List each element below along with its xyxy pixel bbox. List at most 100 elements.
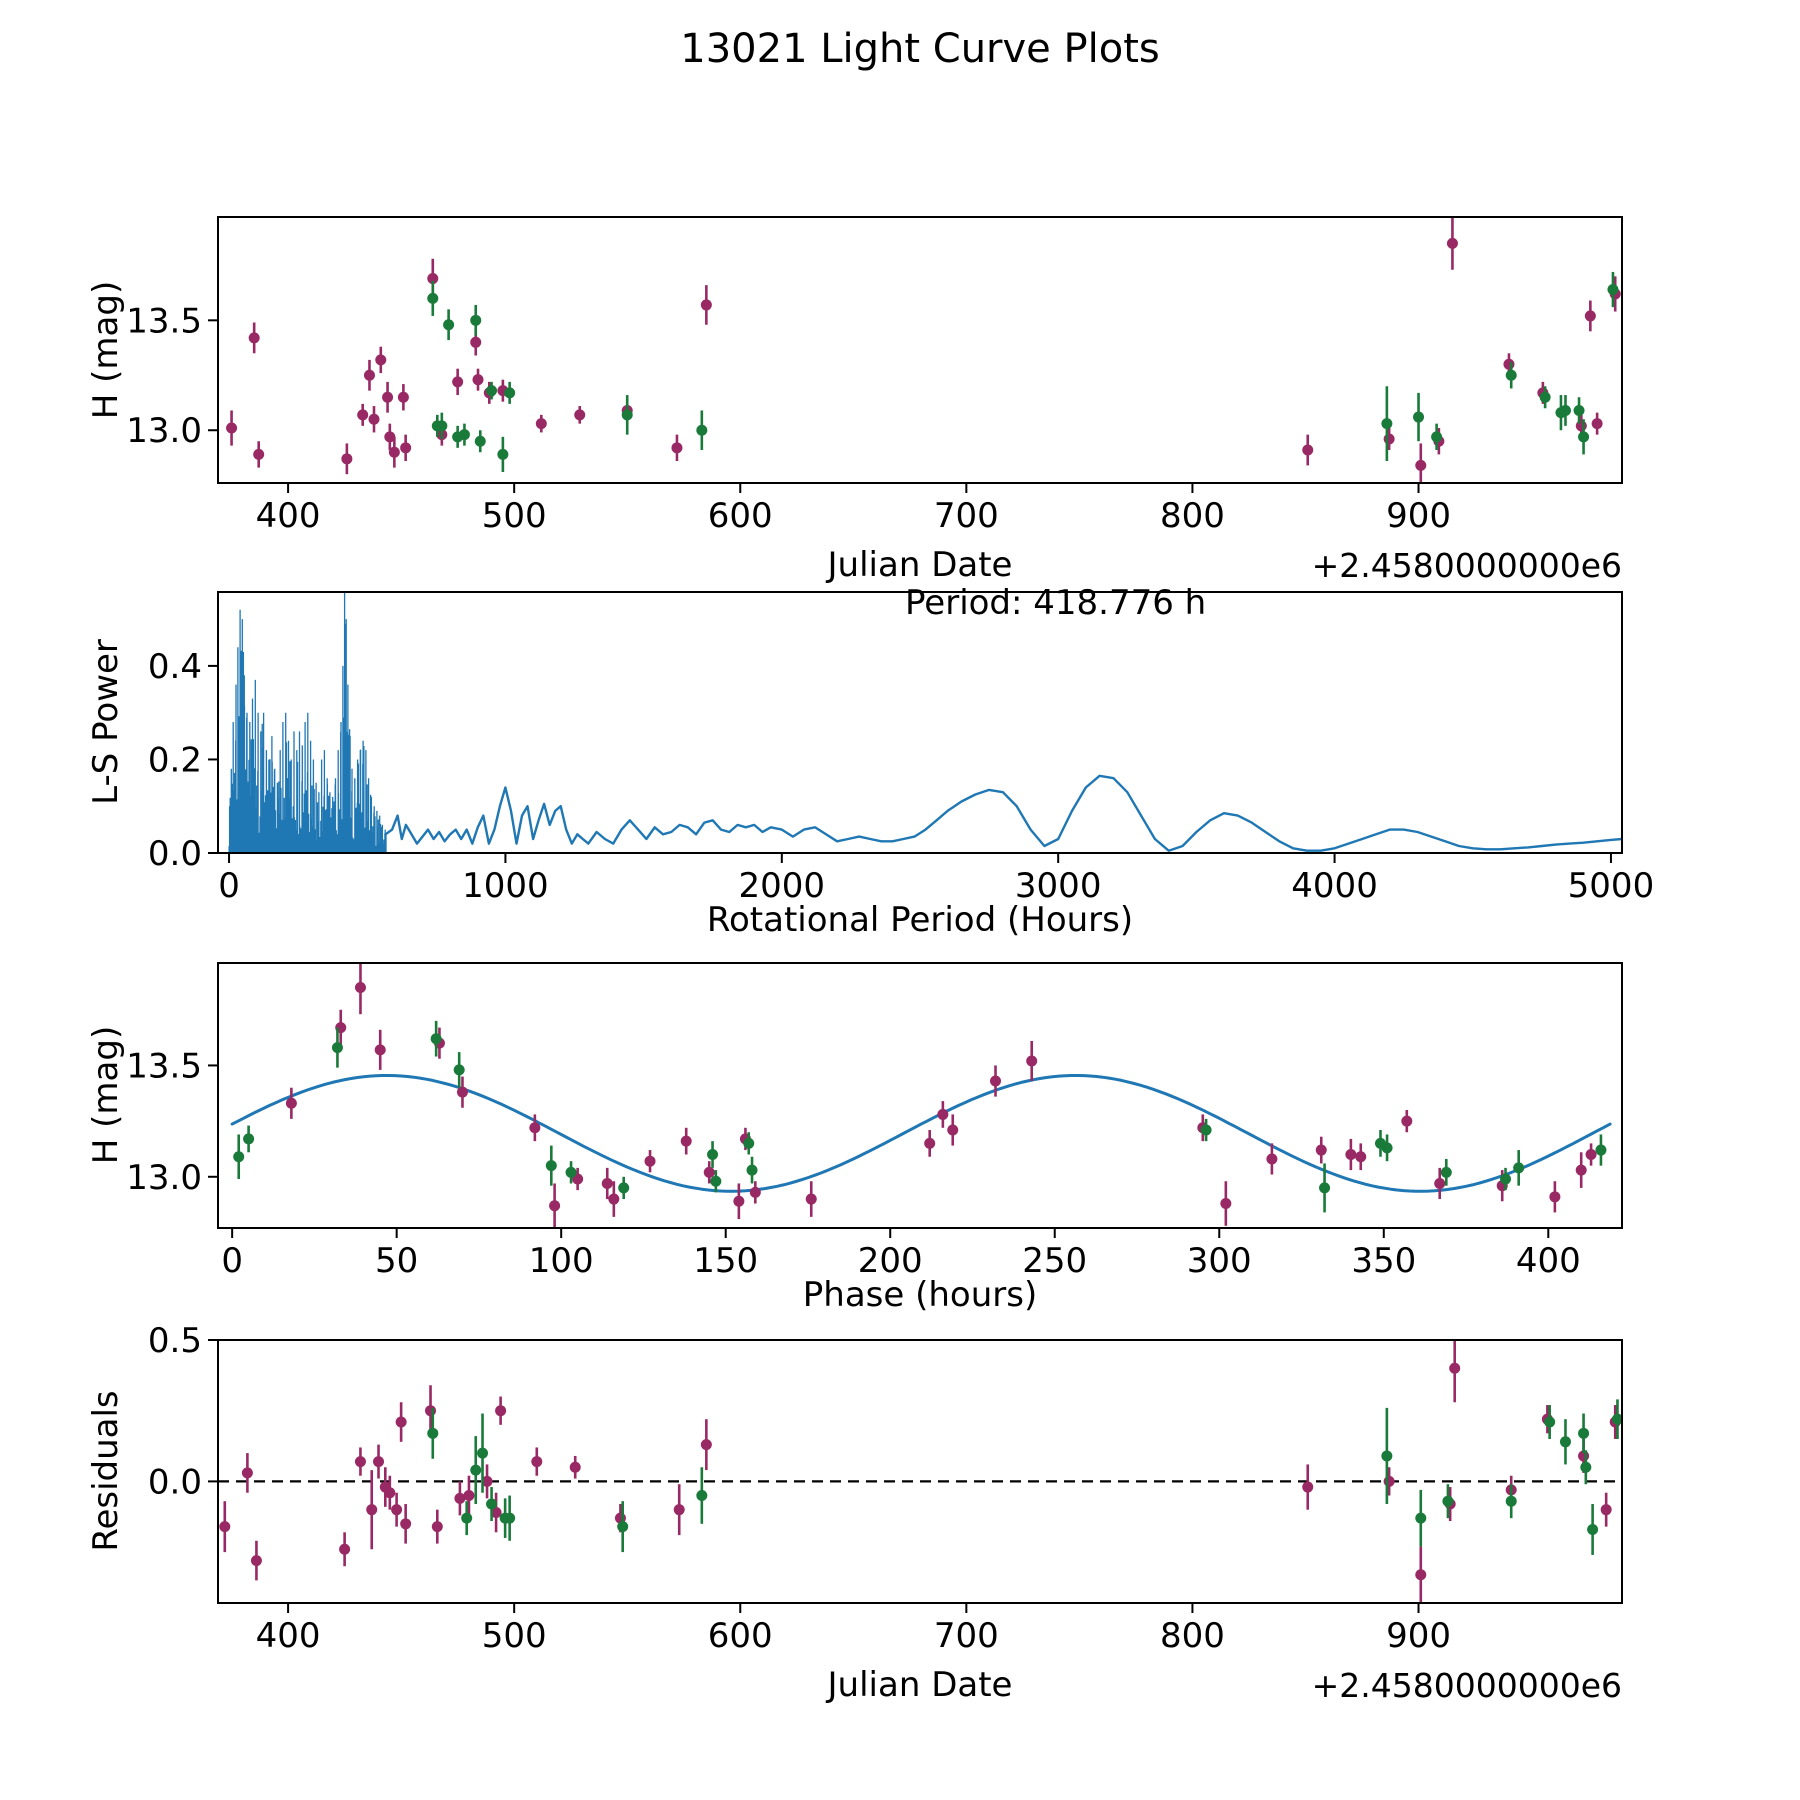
data-point <box>1607 284 1619 296</box>
data-point <box>427 273 439 285</box>
data-point <box>504 387 516 399</box>
data-point <box>425 1405 437 1417</box>
data-point <box>470 336 482 348</box>
data-point <box>618 1182 630 1194</box>
x-tick-label: 800 <box>1160 496 1225 536</box>
data-point <box>1413 411 1425 423</box>
data-point <box>1442 1495 1454 1507</box>
series-purple-points <box>226 217 1621 483</box>
page-title: 13021 Light Curve Plots <box>680 26 1160 72</box>
residuals-x-axis-label: Julian Date <box>827 1665 1013 1705</box>
data-point <box>749 1186 761 1198</box>
data-point <box>248 332 260 344</box>
data-point <box>497 448 509 460</box>
data-point <box>947 1124 959 1136</box>
data-point <box>331 1042 343 1054</box>
data-point <box>1505 1495 1517 1507</box>
data-point <box>470 1464 482 1476</box>
data-point <box>710 1175 722 1187</box>
data-point <box>1585 1149 1597 1161</box>
data-point <box>680 1135 692 1147</box>
data-point <box>357 409 369 421</box>
data-point <box>673 1504 685 1516</box>
x-tick-label: 350 <box>1351 1241 1416 1281</box>
data-point <box>470 314 482 326</box>
data-point <box>746 1164 758 1176</box>
x-tick-label: 700 <box>934 496 999 536</box>
data-point <box>1319 1182 1331 1194</box>
data-point <box>1544 1416 1556 1428</box>
data-point <box>427 292 439 304</box>
x-tick-label: 0 <box>218 866 240 906</box>
y-tick-label: 0.0 <box>148 834 202 874</box>
x-tick-label: 600 <box>708 1616 773 1656</box>
data-point <box>452 376 464 388</box>
periodogram-x-axis-label: Rotational Period (Hours) <box>706 900 1134 940</box>
lightcurve-x-axis-offset: +2.4580000000e6 <box>1311 546 1622 585</box>
data-point <box>1383 1475 1395 1487</box>
data-point <box>233 1151 245 1163</box>
data-point <box>696 1490 708 1502</box>
data-point <box>1595 1144 1607 1156</box>
x-tick-label: 150 <box>693 1241 758 1281</box>
data-point <box>486 1498 498 1510</box>
x-tick-label: 1000 <box>462 866 549 906</box>
x-tick-label: 2000 <box>739 866 826 906</box>
data-point <box>545 1160 557 1172</box>
data-point <box>1584 310 1596 322</box>
data-point <box>1355 1151 1367 1163</box>
data-point <box>461 1512 473 1524</box>
data-point <box>477 1447 489 1459</box>
best-period-annotation: Period: 418.776 h <box>905 583 1207 623</box>
axis-ticks-residuals: 400 500 600 700 800 900 0.0 0.5 <box>148 1321 1451 1656</box>
x-tick-label: 4000 <box>1291 866 1378 906</box>
data-point <box>427 1427 439 1439</box>
data-point <box>1575 1164 1587 1176</box>
data-point <box>1449 1362 1461 1374</box>
data-point <box>243 1133 255 1145</box>
data-point <box>436 420 448 432</box>
x-tick-label: 400 <box>1516 1241 1581 1281</box>
data-point <box>456 1086 468 1098</box>
x-tick-label: 600 <box>708 496 773 536</box>
x-tick-label: 100 <box>529 1241 594 1281</box>
subplot-residuals <box>218 1340 1622 1603</box>
data-point <box>241 1467 253 1479</box>
y-tick-label: 0.0 <box>148 1462 202 1502</box>
data-point <box>1415 459 1427 471</box>
data-point <box>1026 1055 1038 1067</box>
data-point <box>1578 1427 1590 1439</box>
x-tick-label: 400 <box>256 496 321 536</box>
data-point <box>395 1416 407 1428</box>
x-tick-label: 0 <box>221 1241 243 1281</box>
data-point <box>703 1166 715 1178</box>
series-purple-points <box>219 1340 1621 1603</box>
x-tick-label: 800 <box>1160 1616 1225 1656</box>
y-tick-label: 13.5 <box>126 301 202 341</box>
data-point <box>368 413 380 425</box>
data-point <box>219 1521 231 1533</box>
phase-y-axis-label: H (mag) <box>86 1025 126 1165</box>
data-point <box>1587 1523 1599 1535</box>
data-point <box>601 1177 613 1189</box>
data-point <box>250 1555 262 1567</box>
data-point <box>1600 1504 1612 1516</box>
data-point <box>400 442 412 454</box>
data-point <box>1302 444 1314 456</box>
axis-ticks-periodogram: 0 1000 2000 3000 4000 5000 0.0 0.2 0.4 <box>148 647 1654 906</box>
data-point <box>285 1097 297 1109</box>
data-point <box>339 1543 351 1555</box>
periodogram-curve <box>384 774 1622 852</box>
data-point <box>617 1521 629 1533</box>
data-point <box>535 418 547 430</box>
data-point <box>454 1492 466 1504</box>
data-point <box>574 409 586 421</box>
x-tick-label: 250 <box>1022 1241 1087 1281</box>
data-point <box>1503 358 1515 370</box>
data-point <box>700 1439 712 1451</box>
subplot-periodogram <box>228 592 1622 853</box>
data-point <box>1381 1142 1393 1154</box>
data-point <box>253 448 265 460</box>
data-point <box>1431 431 1443 443</box>
